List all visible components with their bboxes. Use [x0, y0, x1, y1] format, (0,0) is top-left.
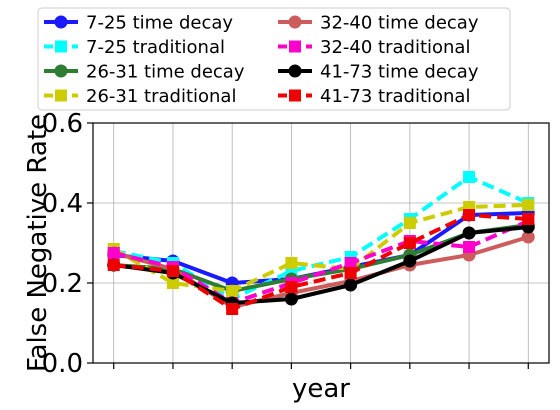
x-axis: [113, 363, 529, 369]
data-point-26-31-traditional-6: [403, 217, 416, 229]
legend-label: 32-40 time decay: [320, 13, 479, 34]
legend-swatch-marker: [55, 40, 67, 53]
legend-swatch-marker: [288, 15, 302, 29]
legend-label: 26-31 traditional: [86, 86, 236, 107]
series-group: [107, 171, 535, 315]
y-tick-label-3: 0.6: [42, 109, 83, 139]
y-axis: 0.0 0.2 0.4 0.6: [42, 109, 93, 379]
data-point-26-31-traditional-3: [226, 285, 239, 297]
legend-label: 41-73 traditional: [320, 86, 470, 107]
data-point-41-73-time-decay-4: [284, 292, 298, 306]
legend-entry-41-73-traditional: 41-73 traditional: [278, 86, 470, 107]
data-point-26-31-traditional-8: [522, 199, 535, 211]
plot-frame: [92, 122, 550, 364]
data-point-41-73-traditional-7: [463, 209, 476, 221]
data-point-26-31-traditional-2: [166, 277, 179, 289]
legend-label: 26-31 time decay: [86, 62, 245, 83]
legend-swatch-marker: [289, 89, 301, 102]
data-point-32-40-traditional-1: [107, 247, 120, 259]
data-point-41-73-traditional-5: [344, 267, 357, 279]
legend-swatch-marker: [289, 40, 301, 53]
legend-entry-7-25-time-decay: 7-25 time decay: [44, 13, 233, 34]
legend-box: [37, 7, 511, 111]
data-point-41-73-time-decay-6: [403, 254, 417, 268]
legend-entry-32-40-traditional: 32-40 traditional: [278, 37, 470, 58]
legend-swatch-marker: [288, 64, 302, 78]
x-axis-label: year: [292, 374, 350, 404]
legend-entry-32-40-time-decay: 32-40 time decay: [278, 13, 479, 34]
y-axis-label: False Negative Rate: [23, 114, 53, 372]
y-tick-label-1: 0.2: [42, 269, 83, 299]
legend-entry-7-25-traditional: 7-25 traditional: [44, 37, 225, 58]
legend-swatch-marker: [55, 89, 67, 102]
series-41-73-traditional: [107, 209, 535, 315]
legend: 7-25 time decay 7-25 traditional 26-31 tim…: [37, 7, 511, 111]
y-tick-label-0: 0.0: [42, 349, 83, 379]
data-point-41-73-traditional-2: [166, 265, 179, 277]
data-point-41-73-traditional-4: [285, 281, 298, 293]
legend-entry-26-31-traditional: 26-31 traditional: [44, 86, 236, 107]
series-line-32-40-traditional: [113, 219, 530, 305]
grid: [93, 122, 549, 364]
data-point-41-73-traditional-3: [226, 303, 239, 315]
legend-label: 7-25 traditional: [86, 37, 225, 58]
data-point-32-40-traditional-5: [344, 257, 357, 269]
data-point-7-25-traditional-7: [463, 171, 476, 183]
data-point-41-73-time-decay-7: [462, 226, 476, 240]
legend-label: 7-25 time decay: [86, 13, 233, 34]
data-point-41-73-traditional-8: [522, 213, 535, 225]
data-point-26-31-traditional-4: [285, 257, 298, 269]
legend-swatch-marker: [54, 15, 68, 29]
series-line-41-73-time-decay: [113, 225, 529, 305]
series-line-41-73-traditional: [113, 213, 529, 311]
legend-label: 41-73 time decay: [320, 62, 479, 83]
series-line-26-31-traditional: [112, 203, 529, 293]
legend-entry-41-73-time-decay: 41-73 time decay: [278, 62, 479, 83]
data-point-41-73-traditional-1: [107, 259, 120, 271]
data-point-41-73-traditional-6: [403, 237, 416, 249]
legend-swatch-marker: [54, 64, 68, 78]
data-point-32-40-traditional-7: [463, 241, 476, 253]
legend-entry-26-31-time-decay: 26-31 time decay: [44, 62, 245, 83]
legend-label: 32-40 traditional: [320, 37, 470, 58]
data-point-41-73-time-decay-5: [344, 278, 358, 292]
y-tick-label-2: 0.4: [42, 189, 83, 219]
